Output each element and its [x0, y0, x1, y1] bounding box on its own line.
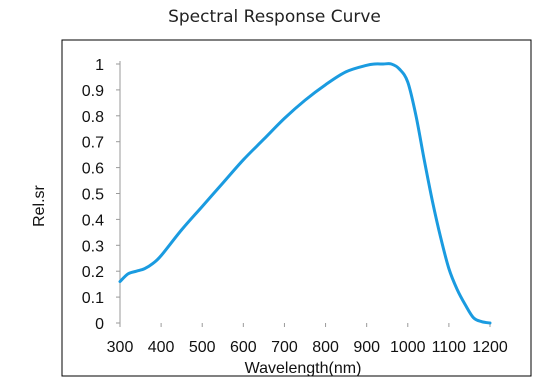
- x-tick-label: 1200: [472, 339, 508, 356]
- y-tick-label: 0.7: [82, 135, 104, 152]
- y-axis-label: Rel.sr: [31, 184, 48, 226]
- y-tick-label: 0.9: [82, 83, 104, 100]
- y-tick-label: 0.2: [82, 264, 104, 281]
- x-axis: 300 400 500 600 700 800 900 1000 1100 1200: [107, 323, 508, 356]
- x-tick-label: 1000: [390, 339, 426, 356]
- x-tick-label: 300: [107, 339, 134, 356]
- response-curve-line: [118, 62, 492, 325]
- x-tick-label: 900: [353, 339, 380, 356]
- y-tick-label: 0: [95, 316, 104, 333]
- y-tick-label: 1: [95, 57, 104, 74]
- x-tick-label: 600: [230, 339, 257, 356]
- x-axis-label: Wavelength(nm): [245, 360, 362, 377]
- y-tick-label: 0.1: [82, 290, 104, 307]
- chart-title: Spectral Response Curve: [168, 7, 381, 27]
- y-axis: 0 0.1 0.2 0.3 0.4 0.5 0.6 0.7 0.8 0.9 1: [82, 57, 121, 333]
- y-tick-label: 0.3: [82, 238, 104, 255]
- x-tick-label: 700: [271, 339, 298, 356]
- x-tick-label: 400: [148, 339, 175, 356]
- y-tick-label: 0.8: [82, 109, 104, 126]
- y-tick-label: 0.5: [82, 187, 104, 204]
- y-tick-label: 0.4: [82, 212, 104, 229]
- x-tick-label: 800: [312, 339, 339, 356]
- x-tick-label: 1100: [432, 339, 467, 356]
- y-tick-label: 0.6: [82, 161, 104, 178]
- x-tick-label: 500: [189, 339, 216, 356]
- plot-frame: [61, 39, 532, 377]
